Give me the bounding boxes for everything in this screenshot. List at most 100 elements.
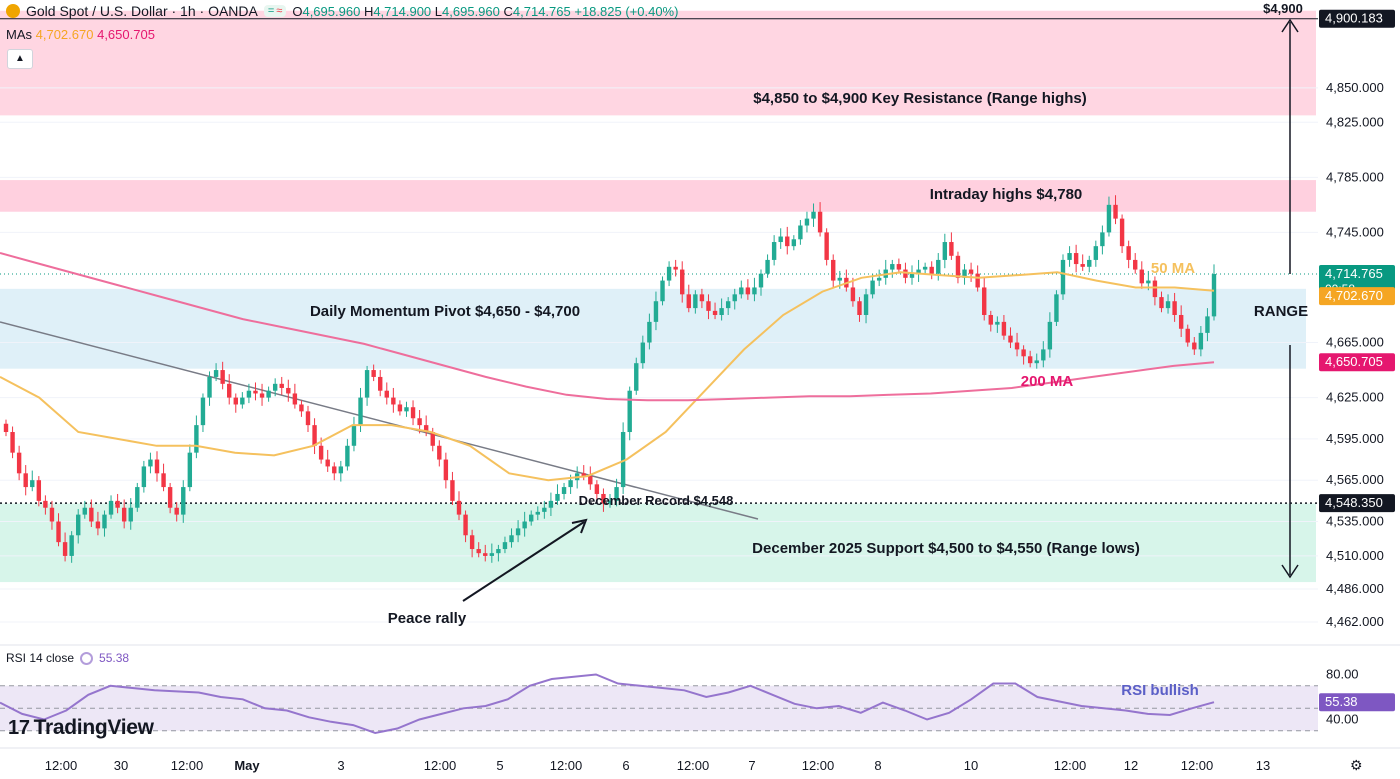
candle[interactable] (240, 392, 245, 409)
candle-body[interactable] (962, 269, 967, 278)
candle[interactable] (588, 466, 593, 490)
candle-body[interactable] (699, 294, 705, 302)
candle[interactable] (719, 298, 724, 321)
candle-body[interactable] (259, 393, 265, 398)
candle-body[interactable] (1185, 328, 1190, 343)
candle-body[interactable] (712, 310, 718, 315)
candle-body[interactable] (1205, 316, 1210, 333)
candle-body[interactable] (515, 528, 521, 536)
candle[interactable] (909, 265, 915, 285)
candle[interactable] (213, 363, 219, 382)
candle[interactable] (489, 543, 495, 563)
candle-body[interactable] (95, 521, 101, 529)
candle-body[interactable] (778, 236, 783, 243)
candle[interactable] (1001, 314, 1007, 340)
candle-body[interactable] (988, 314, 993, 325)
candle[interactable] (3, 419, 9, 437)
candle-body[interactable] (614, 487, 619, 501)
candle[interactable] (607, 493, 613, 508)
candle[interactable] (620, 422, 626, 494)
rsi-legend[interactable]: RSI 14 close 55.38 (6, 651, 129, 665)
candle-body[interactable] (903, 269, 908, 278)
candle[interactable] (857, 297, 862, 322)
candle[interactable] (272, 378, 278, 397)
candle[interactable] (364, 365, 370, 406)
candle-body[interactable] (154, 459, 160, 474)
candle-body[interactable] (207, 376, 212, 398)
candle-body[interactable] (522, 521, 527, 529)
candle[interactable] (76, 509, 81, 544)
candle-body[interactable] (876, 277, 882, 281)
candle[interactable] (548, 492, 554, 516)
candle-body[interactable] (187, 452, 193, 488)
candle-body[interactable] (1014, 342, 1020, 350)
candle[interactable] (811, 203, 816, 227)
candle-body[interactable] (673, 266, 678, 270)
candle-body[interactable] (1034, 360, 1039, 364)
candle[interactable] (509, 528, 514, 548)
candle-body[interactable] (23, 473, 28, 488)
candle-body[interactable] (89, 507, 94, 522)
candle-body[interactable] (43, 500, 48, 508)
candle-body[interactable] (240, 397, 245, 405)
candle-body[interactable] (647, 321, 652, 343)
candle-body[interactable] (292, 393, 298, 405)
candle-body[interactable] (194, 425, 199, 453)
candle-body[interactable] (1093, 246, 1099, 260)
candle[interactable] (863, 288, 869, 324)
candle-body[interactable] (450, 480, 455, 501)
candle[interactable] (371, 364, 376, 382)
candle-body[interactable] (1054, 294, 1059, 322)
candle[interactable] (601, 488, 606, 512)
chevron-up-icon[interactable]: ▲ (7, 49, 33, 69)
candle[interactable] (771, 235, 777, 266)
candle[interactable] (896, 258, 902, 274)
candle-body[interactable] (384, 390, 389, 398)
candle-body[interactable] (745, 287, 751, 295)
candle-body[interactable] (338, 466, 344, 474)
candle-body[interactable] (332, 466, 337, 474)
candle-body[interactable] (266, 390, 271, 398)
candle-body[interactable] (358, 397, 363, 426)
candle-body[interactable] (870, 280, 875, 295)
candle-body[interactable] (896, 264, 902, 270)
candle[interactable] (351, 416, 357, 452)
candle[interactable] (36, 476, 42, 507)
candle-body[interactable] (318, 445, 324, 460)
candle-body[interactable] (798, 225, 803, 240)
candle[interactable] (561, 482, 567, 500)
candle-body[interactable] (391, 397, 396, 405)
candle[interactable] (82, 500, 87, 519)
candle-body[interactable] (272, 383, 278, 391)
candle[interactable] (725, 297, 731, 315)
candle-body[interactable] (423, 425, 429, 433)
candle-body[interactable] (863, 294, 869, 315)
candle[interactable] (410, 400, 416, 426)
candle[interactable] (325, 449, 330, 472)
candle-body[interactable] (929, 266, 934, 274)
candle[interactable] (1060, 254, 1066, 300)
candle[interactable] (1100, 225, 1105, 255)
candle-body[interactable] (200, 397, 206, 426)
tradingview-logo[interactable]: 17 TradingView (8, 716, 154, 740)
candle-body[interactable] (811, 211, 816, 219)
candle[interactable] (1211, 264, 1217, 321)
candle-body[interactable] (325, 459, 330, 467)
status-badge[interactable]: = ≈ (263, 5, 287, 17)
candle[interactable] (1021, 345, 1026, 365)
candle[interactable] (95, 511, 101, 536)
candle[interactable] (279, 376, 284, 395)
candle[interactable] (345, 438, 350, 471)
candle-body[interactable] (430, 432, 435, 446)
candle-body[interactable] (758, 273, 764, 288)
candle[interactable] (384, 382, 389, 405)
candle-body[interactable] (1113, 204, 1118, 219)
candle-body[interactable] (765, 259, 770, 274)
candle-body[interactable] (141, 466, 147, 488)
candle[interactable] (1073, 244, 1079, 273)
candle-body[interactable] (706, 301, 711, 311)
candle[interactable] (1106, 196, 1112, 237)
candle[interactable] (305, 405, 311, 433)
candle[interactable] (391, 387, 396, 413)
candle-body[interactable] (82, 507, 87, 515)
